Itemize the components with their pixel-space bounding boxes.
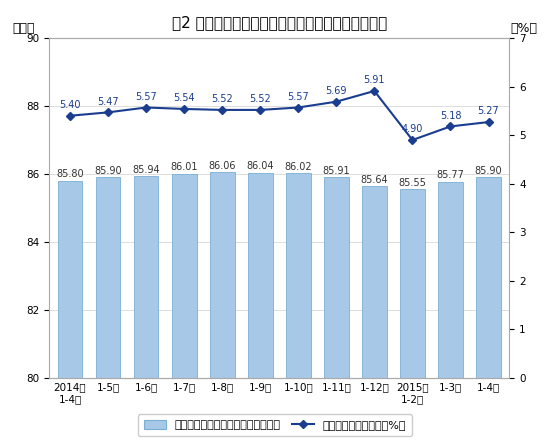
- Text: 86.04: 86.04: [246, 161, 274, 171]
- Text: 5.54: 5.54: [173, 93, 195, 103]
- Bar: [248, 173, 273, 446]
- Text: 85.77: 85.77: [437, 170, 464, 181]
- Text: 5.52: 5.52: [249, 94, 271, 104]
- Bar: [286, 173, 311, 446]
- Text: 85.91: 85.91: [322, 165, 350, 176]
- Bar: [134, 176, 158, 446]
- Text: 5.47: 5.47: [97, 96, 119, 107]
- Text: 4.90: 4.90: [402, 124, 423, 134]
- Text: 86.02: 86.02: [284, 162, 312, 172]
- Bar: [362, 186, 387, 446]
- Text: 86.06: 86.06: [208, 161, 236, 170]
- Text: 5.52: 5.52: [211, 94, 233, 104]
- Text: 5.91: 5.91: [364, 75, 385, 85]
- Text: 85.80: 85.80: [56, 169, 84, 179]
- Text: 5.27: 5.27: [477, 106, 499, 116]
- Bar: [400, 189, 425, 446]
- Text: （%）: （%）: [510, 22, 537, 35]
- Text: 85.64: 85.64: [361, 175, 388, 185]
- Text: 85.55: 85.55: [399, 178, 426, 188]
- Text: 85.90: 85.90: [94, 166, 122, 176]
- Text: 86.01: 86.01: [170, 162, 198, 172]
- Text: （元）: （元）: [12, 22, 35, 35]
- Legend: 每百元主营业务收入中的成本（元）, 主营业务收入利润率（%）: 每百元主营业务收入中的成本（元）, 主营业务收入利润率（%）: [138, 414, 412, 436]
- Text: 85.90: 85.90: [475, 166, 502, 176]
- Text: 85.94: 85.94: [133, 165, 160, 175]
- Bar: [438, 182, 463, 446]
- Text: 5.69: 5.69: [326, 86, 347, 96]
- Bar: [210, 172, 234, 446]
- Bar: [172, 173, 196, 446]
- Text: 5.57: 5.57: [135, 92, 157, 102]
- Bar: [324, 177, 349, 446]
- Bar: [476, 178, 501, 446]
- Bar: [58, 181, 82, 446]
- Text: 5.18: 5.18: [439, 111, 461, 120]
- Bar: [96, 178, 120, 446]
- Text: 5.57: 5.57: [288, 92, 309, 102]
- Title: 图2 各月累计利润率与每百元主营业务收入中的成本: 图2 各月累计利润率与每百元主营业务收入中的成本: [172, 15, 387, 30]
- Text: 5.40: 5.40: [59, 100, 81, 110]
